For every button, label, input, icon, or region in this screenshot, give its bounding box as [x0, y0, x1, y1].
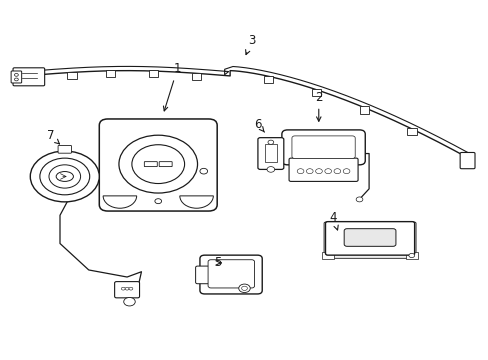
FancyBboxPatch shape — [325, 222, 414, 255]
Circle shape — [355, 197, 362, 202]
Bar — [191, 73, 201, 80]
Circle shape — [119, 135, 197, 193]
Bar — [405, 252, 417, 259]
FancyBboxPatch shape — [58, 145, 71, 153]
Bar — [264, 144, 277, 162]
Text: 5: 5 — [214, 256, 222, 269]
Text: 7: 7 — [46, 129, 60, 144]
Wedge shape — [180, 196, 213, 208]
FancyBboxPatch shape — [288, 158, 357, 181]
Circle shape — [40, 158, 89, 195]
Circle shape — [266, 167, 274, 172]
Bar — [407, 128, 416, 135]
Circle shape — [408, 253, 414, 258]
Text: 6: 6 — [254, 118, 264, 132]
FancyBboxPatch shape — [159, 162, 172, 167]
Circle shape — [343, 169, 349, 174]
Circle shape — [241, 286, 247, 291]
Wedge shape — [103, 196, 137, 208]
Circle shape — [30, 151, 99, 202]
FancyBboxPatch shape — [11, 71, 21, 83]
FancyBboxPatch shape — [114, 282, 139, 298]
Text: 2: 2 — [314, 91, 322, 121]
FancyBboxPatch shape — [144, 162, 157, 167]
Circle shape — [306, 169, 312, 174]
Bar — [322, 252, 333, 259]
Circle shape — [121, 287, 125, 290]
Bar — [148, 70, 158, 77]
Bar — [263, 76, 273, 83]
Circle shape — [200, 168, 207, 174]
Bar — [311, 89, 321, 96]
FancyBboxPatch shape — [324, 222, 415, 258]
FancyBboxPatch shape — [195, 266, 209, 284]
FancyBboxPatch shape — [257, 138, 283, 170]
Text: 3: 3 — [245, 34, 255, 55]
Bar — [359, 107, 368, 113]
Circle shape — [238, 284, 250, 293]
Circle shape — [315, 169, 322, 174]
Circle shape — [15, 73, 18, 76]
Circle shape — [123, 297, 135, 306]
Circle shape — [49, 165, 81, 188]
Circle shape — [333, 169, 340, 174]
Circle shape — [155, 199, 161, 204]
Circle shape — [132, 145, 184, 184]
Circle shape — [125, 287, 129, 290]
FancyBboxPatch shape — [208, 260, 254, 288]
Circle shape — [267, 140, 273, 144]
Bar — [105, 70, 115, 77]
FancyBboxPatch shape — [291, 136, 354, 158]
Bar — [67, 72, 77, 79]
Circle shape — [297, 169, 304, 174]
FancyBboxPatch shape — [459, 153, 474, 169]
Circle shape — [129, 287, 133, 290]
Circle shape — [15, 78, 18, 81]
FancyBboxPatch shape — [281, 130, 365, 165]
FancyBboxPatch shape — [99, 119, 217, 211]
FancyBboxPatch shape — [13, 68, 44, 86]
FancyBboxPatch shape — [200, 255, 262, 294]
Ellipse shape — [56, 171, 73, 181]
Text: 4: 4 — [329, 211, 338, 230]
FancyBboxPatch shape — [344, 229, 395, 246]
Text: 1: 1 — [163, 62, 181, 111]
Circle shape — [324, 169, 331, 174]
